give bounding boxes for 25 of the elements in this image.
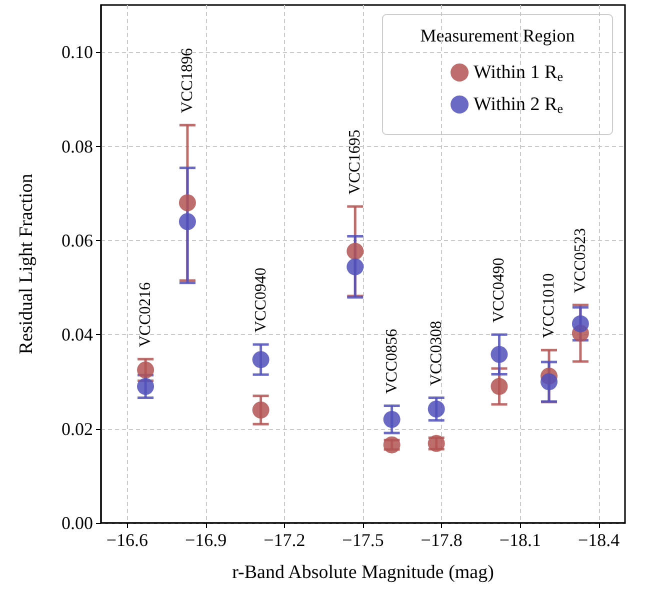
y-tick-label: 0.06 xyxy=(62,230,93,250)
annotation: VCC0523 xyxy=(572,228,589,293)
x-tick-label: −17.2 xyxy=(264,530,306,550)
legend-title: Measurement Region xyxy=(420,26,575,46)
annotation: VCC0216 xyxy=(137,282,154,348)
x-tick-label: −16.9 xyxy=(184,530,227,550)
annotation: VCC0490 xyxy=(490,258,508,323)
x-tick-label: −17.8 xyxy=(420,530,462,550)
y-tick-label: 0.04 xyxy=(62,324,93,345)
x-tick-label: −18.4 xyxy=(578,530,620,550)
y-tick-label: 0.02 xyxy=(62,418,93,439)
y-axis-title: Residual Light Fraction xyxy=(16,173,37,354)
annotation: VCC0940 xyxy=(252,268,270,333)
x-tick-label: −17.5 xyxy=(342,530,384,550)
annotation: VCC0308 xyxy=(428,320,445,386)
y-tick-label: 0.00 xyxy=(62,513,93,533)
x-axis-title: r-Band Absolute Magnitude (mag) xyxy=(232,562,494,583)
y-tick-label: 0.10 xyxy=(62,42,93,62)
annotation: VCC1695 xyxy=(346,130,364,195)
annotation: VCC1896 xyxy=(178,48,196,114)
annotation: VCC1010 xyxy=(540,273,558,338)
annotation: VCC0856 xyxy=(383,328,400,394)
y-tick-label: 0.08 xyxy=(62,136,93,156)
x-tick-label: −18.1 xyxy=(499,530,542,550)
x-tick-label: −16.6 xyxy=(106,530,148,550)
